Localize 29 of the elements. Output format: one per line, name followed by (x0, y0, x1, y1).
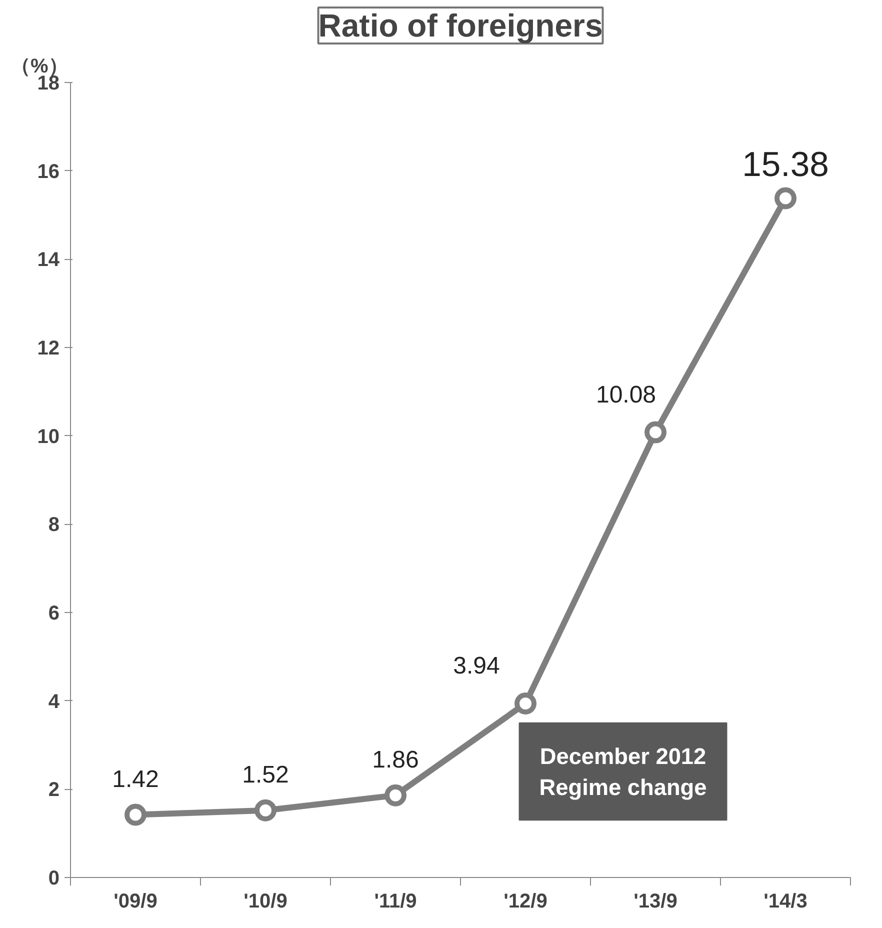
data-label: 1.42 (112, 766, 159, 793)
point (514, 692, 536, 714)
point (124, 804, 146, 826)
y-tick-label: 2 (48, 779, 60, 802)
y-tick-label: 10 (37, 426, 60, 448)
x-tick-label: '10/9 (244, 890, 288, 912)
x-tick-label: '14/3 (764, 890, 808, 912)
y-tick-label: 4 (48, 690, 60, 713)
x-tick-label: '13/9 (634, 890, 678, 912)
data-label: 10.08 (596, 381, 656, 408)
point (644, 421, 666, 444)
y-tick-label: 0 (48, 868, 60, 890)
x-tick-label: '09/9 (114, 890, 158, 912)
chart-title: Ratio of foreigners (318, 8, 603, 44)
y-tick-label: 16 (37, 160, 60, 183)
point (384, 784, 406, 806)
x-tick-label: '12/9 (504, 890, 548, 912)
x-tick-label: '11/9 (374, 890, 417, 912)
point (774, 187, 796, 210)
data-label: 15.38 (742, 146, 829, 184)
data-label: 3.94 (453, 652, 500, 680)
data-label: 1.86 (372, 746, 419, 774)
y-tick-label: 8 (48, 514, 60, 536)
y-tick-label: 14 (37, 249, 60, 272)
annotation: December 2012 Regime change (539, 742, 707, 800)
data-label: 1.52 (242, 761, 289, 788)
y-tick-label: 12 (37, 338, 60, 360)
point (254, 799, 276, 822)
y-tick-label: 6 (48, 602, 60, 624)
